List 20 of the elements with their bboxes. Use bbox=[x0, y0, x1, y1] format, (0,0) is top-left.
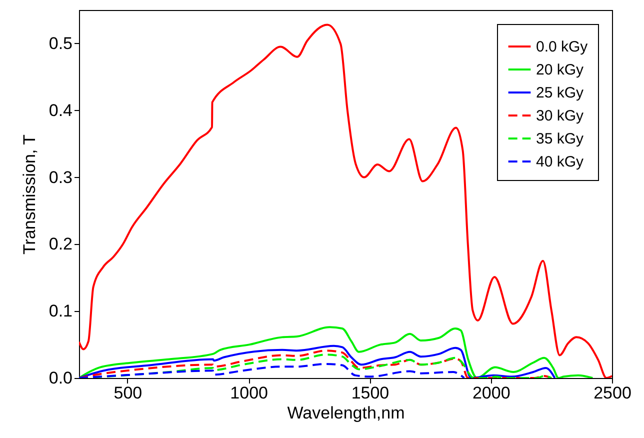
y-tick-label: 0.4 bbox=[48, 100, 72, 120]
x-axis-title: Wavelength,nm bbox=[287, 404, 405, 422]
y-tick-label: 0.1 bbox=[48, 302, 72, 321]
legend-label: 30 kGy bbox=[536, 108, 584, 124]
line-series bbox=[79, 24, 612, 378]
y-tick-label: 0.5 bbox=[48, 34, 72, 53]
x-tick-label: 1000 bbox=[230, 384, 268, 402]
legend-label: 40 kGy bbox=[536, 154, 584, 170]
x-tick-label: 500 bbox=[114, 384, 142, 402]
legend-label: 35 kGy bbox=[536, 130, 584, 148]
y-axis-title: Transmission, T bbox=[20, 134, 39, 254]
x-tick-label: 2000 bbox=[472, 384, 510, 402]
x-tick-label: 2500 bbox=[594, 384, 632, 402]
legend-label: 20 kGy bbox=[536, 62, 584, 78]
y-tick-label: 0.3 bbox=[48, 168, 72, 187]
legend-label: 25 kGy bbox=[536, 84, 584, 102]
x-tick-label: 1500 bbox=[351, 384, 390, 402]
legend-label: 0.0 kGy bbox=[536, 38, 588, 56]
y-tick-label: 0.0 bbox=[48, 368, 72, 388]
y-tick-label: 0.2 bbox=[48, 234, 72, 254]
